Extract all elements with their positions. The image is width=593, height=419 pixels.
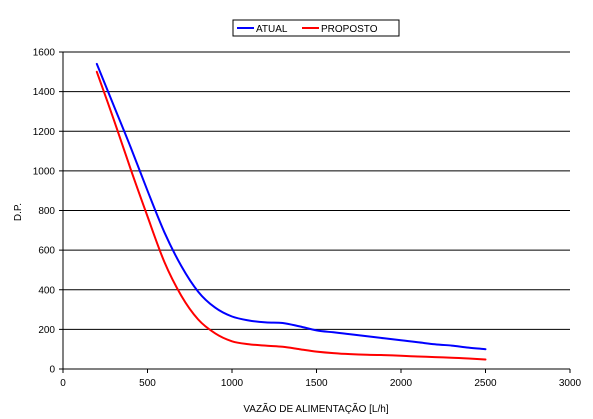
x-axis-ticks: 0 500 1000 1500 2000 2500 3000 xyxy=(60,369,582,389)
x-tick-label: 500 xyxy=(139,378,156,389)
x-tick-label: 2000 xyxy=(390,378,413,389)
y-axis-ticks: 0 200 400 600 800 1000 1200 1400 1600 xyxy=(33,48,63,376)
y-tick-label: 1400 xyxy=(33,87,56,98)
legend: ATUAL PROPOSTO xyxy=(232,19,400,37)
gridlines xyxy=(63,51,570,330)
y-tick-label: 0 xyxy=(49,365,55,376)
legend-label-proposto: PROPOSTO xyxy=(321,24,378,35)
y-tick-label: 800 xyxy=(38,206,55,217)
y-axis-title: D.P. xyxy=(13,203,24,221)
y-tick-label: 1000 xyxy=(33,166,56,177)
x-tick-label: 2500 xyxy=(474,378,497,389)
series-line-proposto xyxy=(95,70,487,361)
y-tick-label: 1600 xyxy=(33,48,56,59)
plot-area: 0 200 400 600 800 1000 1200 1400 1600 0 500 1000 15… xyxy=(33,48,582,390)
x-tick-label: 0 xyxy=(60,378,66,389)
series-lines xyxy=(95,62,487,361)
legend-label-atual: ATUAL xyxy=(256,24,288,35)
x-axis-title: VAZÃO DE ALIMENTAÇÃO [L/h] xyxy=(243,402,388,415)
series-line-atual xyxy=(95,62,487,351)
y-tick-label: 600 xyxy=(38,246,55,257)
x-tick-label: 1000 xyxy=(221,378,244,389)
y-tick-label: 1200 xyxy=(33,127,56,138)
x-tick-label: 3000 xyxy=(559,378,582,389)
x-tick-label: 1500 xyxy=(305,378,328,389)
y-tick-label: 200 xyxy=(38,325,55,336)
y-tick-label: 400 xyxy=(38,285,55,296)
